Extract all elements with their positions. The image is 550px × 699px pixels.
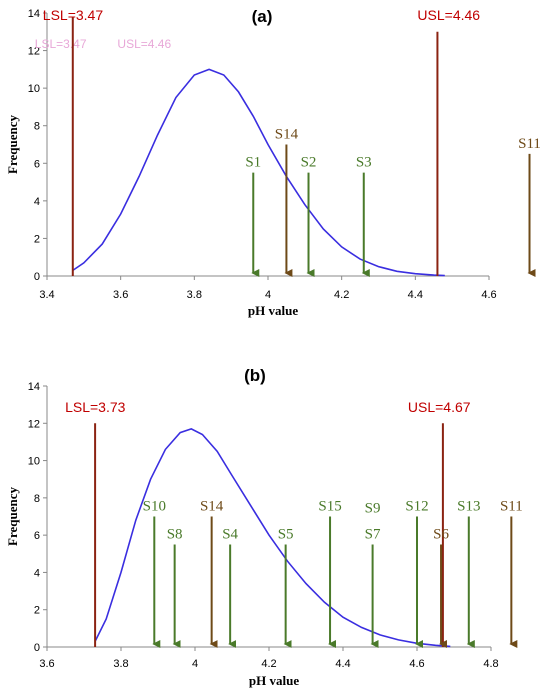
x-tick-label: 4.2 xyxy=(261,658,276,670)
marker-label-s11: S11 xyxy=(500,499,523,515)
panel-label: (a) xyxy=(252,7,273,26)
marker-label-s5: S5 xyxy=(278,526,294,542)
x-tick-label: 4 xyxy=(265,289,271,301)
y-axis-title: Frequency xyxy=(5,487,20,546)
lsl-label: LSL=3.73 xyxy=(65,399,126,415)
x-tick-label: 3.6 xyxy=(39,658,54,670)
y-tick-label: 0 xyxy=(34,271,40,283)
x-tick-label: 4.2 xyxy=(334,289,349,301)
y-tick-label: 2 xyxy=(34,233,40,245)
x-tick-label: 3.4 xyxy=(39,289,54,301)
marker-label-s1: S1 xyxy=(245,155,261,171)
marker-label-s9: S9 xyxy=(365,500,381,516)
y-tick-label: 6 xyxy=(34,158,40,170)
y-tick-label: 10 xyxy=(28,456,40,468)
marker-label-s6: S6 xyxy=(433,526,449,542)
y-tick-label: 2 xyxy=(34,605,40,617)
lsl-label: LSL=3.47 xyxy=(43,7,104,23)
y-tick-label: 10 xyxy=(28,83,40,95)
distribution-curve xyxy=(94,428,451,648)
ghost-label: LSL=3.47 xyxy=(35,37,87,51)
y-tick-label: 12 xyxy=(28,46,40,58)
marker-label-s10: S10 xyxy=(143,499,166,515)
y-tick-label: 0 xyxy=(34,642,40,654)
x-tick-label: 3.6 xyxy=(113,289,128,301)
y-tick-label: 12 xyxy=(28,418,40,430)
y-tick-label: 8 xyxy=(34,493,40,505)
y-tick-label: 4 xyxy=(34,567,40,579)
chart-panel-b: 0 2 4 6 8 10 12 14 3.6 3.8 4 4.2 4.4 4.6 4.8 pH value Fr… xyxy=(5,366,523,688)
x-axis-title: pH value xyxy=(249,673,299,688)
y-axis-title: Frequency xyxy=(5,115,20,174)
x-tick-label: 3.8 xyxy=(113,658,128,670)
marker-label-s14: S14 xyxy=(275,127,299,143)
x-tick-label: 4.4 xyxy=(335,658,350,670)
marker-label-s2: S2 xyxy=(301,155,317,171)
y-tick-label: 6 xyxy=(34,530,40,542)
chart-panel-a: 0 2 4 6 8 10 12 14 3.4 3.6 3.8 4 4.2 4.4 4.6 pH value Fr… xyxy=(5,7,541,318)
ghost-label: USL=4.46 xyxy=(117,37,171,51)
usl-label: USL=4.67 xyxy=(408,399,471,415)
marker-label-s8: S8 xyxy=(167,526,183,542)
x-tick-label: 4.6 xyxy=(409,658,424,670)
panel-label: (b) xyxy=(244,366,266,385)
y-tick-label: 8 xyxy=(34,121,40,133)
x-tick-label: 4.4 xyxy=(408,289,423,301)
x-tick-label: 4.6 xyxy=(481,289,496,301)
y-tick-label: 4 xyxy=(34,196,40,208)
y-tick-label: 14 xyxy=(28,381,40,393)
x-axis-title: pH value xyxy=(248,303,298,318)
marker-label-s7: S7 xyxy=(365,526,381,542)
marker-label-s4: S4 xyxy=(222,526,238,542)
marker-label-s3: S3 xyxy=(356,155,372,171)
x-tick-label: 3.8 xyxy=(187,289,202,301)
marker-label-s15: S15 xyxy=(318,499,341,515)
marker-label-s14: S14 xyxy=(200,499,224,515)
x-tick-label: 4.8 xyxy=(483,658,498,670)
marker-label-s11: S11 xyxy=(518,136,541,152)
distribution-curve xyxy=(72,68,445,277)
usl-label: USL=4.46 xyxy=(417,7,480,23)
marker-label-s13: S13 xyxy=(457,499,480,515)
x-tick-label: 4 xyxy=(192,658,198,670)
y-tick-label: 14 xyxy=(28,8,40,20)
marker-label-s12: S12 xyxy=(405,499,428,515)
